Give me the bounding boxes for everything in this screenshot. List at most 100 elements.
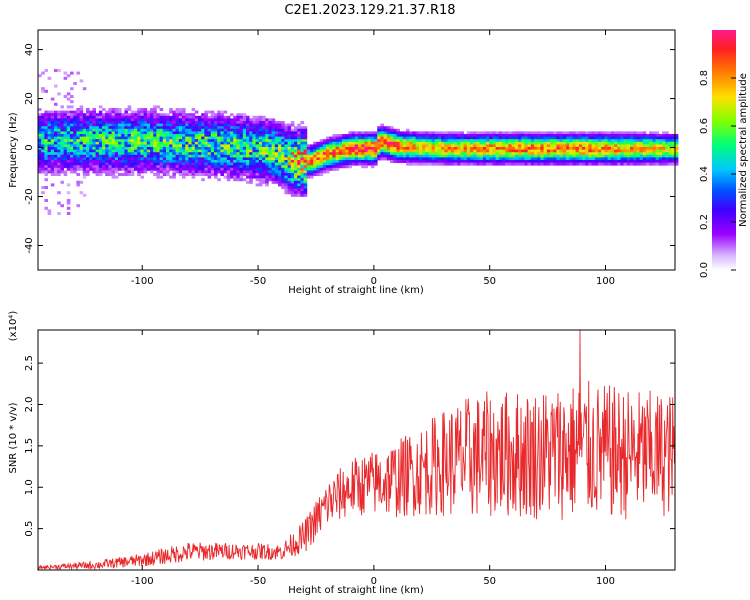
spectrogram-cell (207, 165, 212, 169)
spectrogram-cell (38, 118, 42, 122)
spectrogram-cell (178, 170, 183, 174)
spectrogram-cell (386, 134, 391, 137)
spectrogram-cell (178, 134, 183, 137)
spectrogram-cell (82, 134, 87, 137)
spectrogram-cell (182, 154, 186, 158)
spectrogram-cell (169, 154, 173, 158)
spectrogram-cell (178, 118, 183, 122)
spectrogram-cell (204, 110, 208, 114)
spectrogram-cell (297, 136, 301, 140)
spectrogram-cell (246, 123, 250, 127)
spectrogram-cell (169, 136, 173, 140)
spectrogram-cell (543, 157, 548, 161)
spectrogram-cell (300, 149, 304, 153)
spectrogram-cell (137, 162, 141, 166)
spectrogram-cell (63, 173, 68, 176)
spectrogram-cell (390, 139, 394, 143)
spectrogram-cell (249, 167, 253, 171)
spectrogram-cell (114, 115, 119, 119)
spectrogram-cell (284, 178, 288, 182)
spectrogram-cell (111, 121, 116, 124)
spectrogram-cell (566, 147, 570, 150)
spectrogram-cell (537, 139, 541, 143)
spectrogram-cell (60, 149, 64, 153)
spectrogram-cell (607, 149, 612, 153)
spectrogram-cell (220, 160, 224, 163)
spectrogram-cell (297, 131, 301, 135)
spectrogram-cell (204, 152, 208, 156)
spectrogram-cell (390, 131, 394, 135)
spectrogram-cell (50, 131, 55, 135)
spectrogram-cell (258, 175, 263, 179)
spectrogram-cell (377, 147, 381, 150)
spectrogram-cell (329, 147, 333, 150)
spectrogram-cell (281, 144, 285, 148)
spectrogram-cell (127, 134, 132, 137)
spectrogram-cell (220, 128, 224, 132)
spectrogram-cell (191, 165, 196, 169)
spectrogram-cell (479, 149, 484, 153)
spectrogram-cell (674, 136, 679, 140)
spectrogram-cell (562, 154, 567, 158)
spectrogram-cell (223, 162, 228, 166)
spectrogram-cell (185, 160, 189, 163)
spectrogram-cell (162, 134, 167, 137)
spectrogram-cell (127, 173, 132, 176)
spectrogram-cell (194, 167, 199, 171)
spectrogram-cell (150, 123, 154, 127)
spectrogram-cell (566, 160, 570, 163)
spectrogram-cell (137, 134, 141, 137)
spectrogram-cell (108, 147, 112, 150)
spectrogram-cell (118, 144, 122, 148)
spectrogram-cell (524, 157, 528, 161)
spectrogram-cell (217, 157, 221, 161)
spectrogram-cell (265, 160, 269, 163)
spectrogram-cell (92, 118, 96, 122)
spectrogram-cell (559, 147, 564, 150)
spectrogram-cell (166, 160, 170, 163)
spectrogram-cell (393, 152, 397, 156)
spectrogram-cell (207, 128, 212, 132)
spectrogram-cell (114, 154, 119, 158)
snr-ytick-label: 2.0 (24, 397, 35, 413)
spectrogram-cell (399, 139, 404, 143)
spectrogram-cell (134, 131, 138, 135)
spectrogram-cell (281, 154, 285, 158)
spectrogram-cell (454, 134, 458, 137)
spectrogram-cell (447, 152, 452, 156)
spectrogram-cell (540, 152, 544, 156)
spectrogram-cell (642, 162, 647, 166)
spectrogram-cell (543, 152, 548, 156)
spectrogram-cell (428, 157, 432, 161)
spectrogram-cell (460, 144, 464, 148)
spectrogram-cell (105, 152, 109, 156)
spectrogram-cell (166, 154, 170, 158)
spectrogram-cell (495, 157, 500, 161)
spectrogram-cell (578, 136, 583, 140)
spectrogram-cell (47, 123, 52, 127)
spectrogram-cell (543, 141, 548, 145)
spectrogram-cell (166, 126, 170, 130)
spectrogram-cell (111, 162, 116, 166)
spectrogram-cell (143, 110, 148, 114)
spectrogram-cell (300, 165, 304, 169)
spectrogram-cell (76, 134, 80, 137)
spectrogram-cell (86, 108, 90, 111)
spectrogram-cell (489, 154, 493, 158)
spectrogram-cell (217, 160, 221, 163)
spectrogram-cell (44, 149, 48, 153)
spectrogram-cell (473, 144, 477, 148)
spectrogram-cell (668, 162, 672, 166)
spectrogram-cell (111, 108, 116, 111)
spectrogram-cell (342, 147, 346, 150)
spectrogram-cell (239, 178, 244, 182)
spectrogram-cell (636, 147, 640, 150)
spectrogram-cell (111, 126, 116, 130)
spectrogram-cell (396, 147, 400, 150)
spectrogram-cell (143, 149, 148, 153)
spectrogram-cell (118, 149, 122, 153)
spectrogram-cell (319, 147, 324, 150)
spectrogram-cell (559, 152, 564, 156)
spectrogram-cell (662, 152, 666, 156)
spectrogram-cell (386, 136, 391, 140)
